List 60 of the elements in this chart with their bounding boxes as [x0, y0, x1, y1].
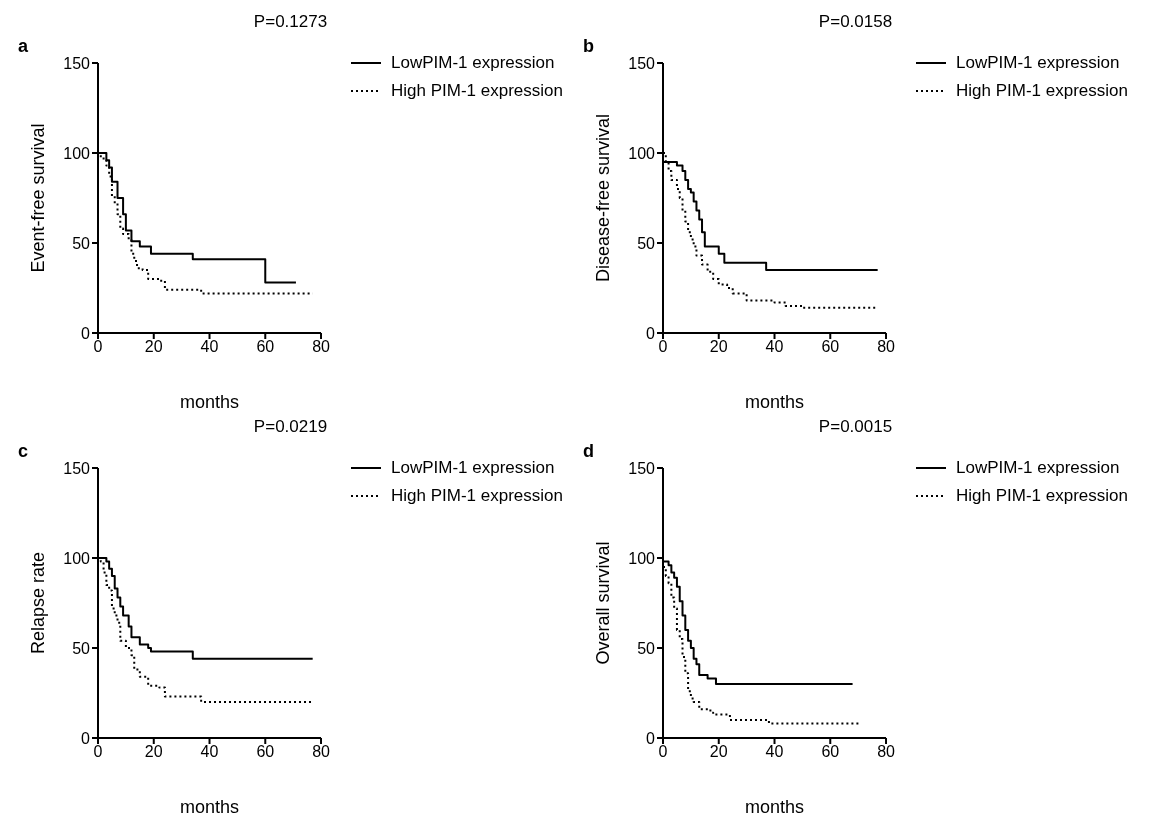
legend-label: LowPIM-1 expression — [956, 458, 1120, 478]
chart-title: P=0.0015 — [817, 417, 894, 437]
x-tick-label: 0 — [658, 338, 668, 356]
y-tick-label: 100 — [63, 549, 91, 567]
x-tick-label: 20 — [144, 743, 163, 761]
legend-label: High PIM-1 expression — [391, 81, 563, 101]
x-tick-label: 20 — [144, 338, 163, 356]
text: d — [583, 441, 594, 462]
y-axis-title: Overall survival — [593, 541, 614, 665]
chart-title: P=0.1273 — [252, 12, 329, 32]
legend-label: LowPIM-1 expression — [391, 53, 555, 73]
y-axis-title: Disease-free survival — [593, 113, 614, 283]
y-tick-label: 50 — [72, 639, 91, 657]
x-tick-label: 80 — [312, 338, 331, 356]
y-axis-title: Relapse rate — [28, 551, 49, 655]
y-tick-label: 150 — [628, 54, 656, 72]
y-tick-label: 100 — [63, 144, 91, 162]
text: b — [583, 36, 594, 57]
x-tick-label: 20 — [709, 338, 728, 356]
x-tick-label: 60 — [821, 338, 840, 356]
x-tick-label: 80 — [877, 743, 896, 761]
x-tick-label: 40 — [200, 743, 219, 761]
x-tick-label: 0 — [658, 743, 668, 761]
x-axis-title: months — [745, 392, 805, 412]
x-tick-label: 0 — [93, 743, 103, 761]
y-tick-label: 0 — [81, 324, 91, 342]
y-tick-label: 0 — [81, 729, 91, 747]
y-tick-label: 0 — [646, 324, 656, 342]
legend-label: High PIM-1 expression — [391, 486, 563, 506]
legend-label: High PIM-1 expression — [956, 486, 1128, 506]
x-tick-label: 0 — [93, 338, 103, 356]
x-axis-title: months — [745, 797, 805, 817]
x-tick-label: 40 — [765, 743, 784, 761]
x-axis-title: months — [180, 392, 240, 412]
legend-label: LowPIM-1 expression — [391, 458, 555, 478]
legend-label: High PIM-1 expression — [956, 81, 1128, 101]
y-tick-label: 150 — [628, 459, 656, 477]
x-tick-label: 80 — [312, 743, 331, 761]
x-tick-label: 80 — [877, 338, 896, 356]
text: c — [18, 441, 29, 462]
x-tick-label: 40 — [200, 338, 219, 356]
y-tick-label: 50 — [72, 234, 91, 252]
text: a — [18, 36, 29, 57]
x-tick-label: 40 — [765, 338, 784, 356]
y-tick-label: 50 — [637, 639, 656, 657]
chart-title: P=0.0158 — [817, 12, 894, 32]
y-tick-label: 150 — [63, 54, 91, 72]
x-tick-label: 20 — [709, 743, 728, 761]
x-tick-label: 60 — [256, 338, 275, 356]
y-axis-title: Event-free survival — [28, 123, 49, 273]
y-tick-label: 100 — [628, 549, 656, 567]
x-tick-label: 60 — [256, 743, 275, 761]
legend-label: LowPIM-1 expression — [956, 53, 1120, 73]
y-tick-label: 0 — [646, 729, 656, 747]
chart-title: P=0.0219 — [252, 417, 329, 437]
x-tick-label: 60 — [821, 743, 840, 761]
y-tick-label: 100 — [628, 144, 656, 162]
y-tick-label: 50 — [637, 234, 656, 252]
y-tick-label: 150 — [63, 459, 91, 477]
x-axis-title: months — [180, 797, 240, 817]
